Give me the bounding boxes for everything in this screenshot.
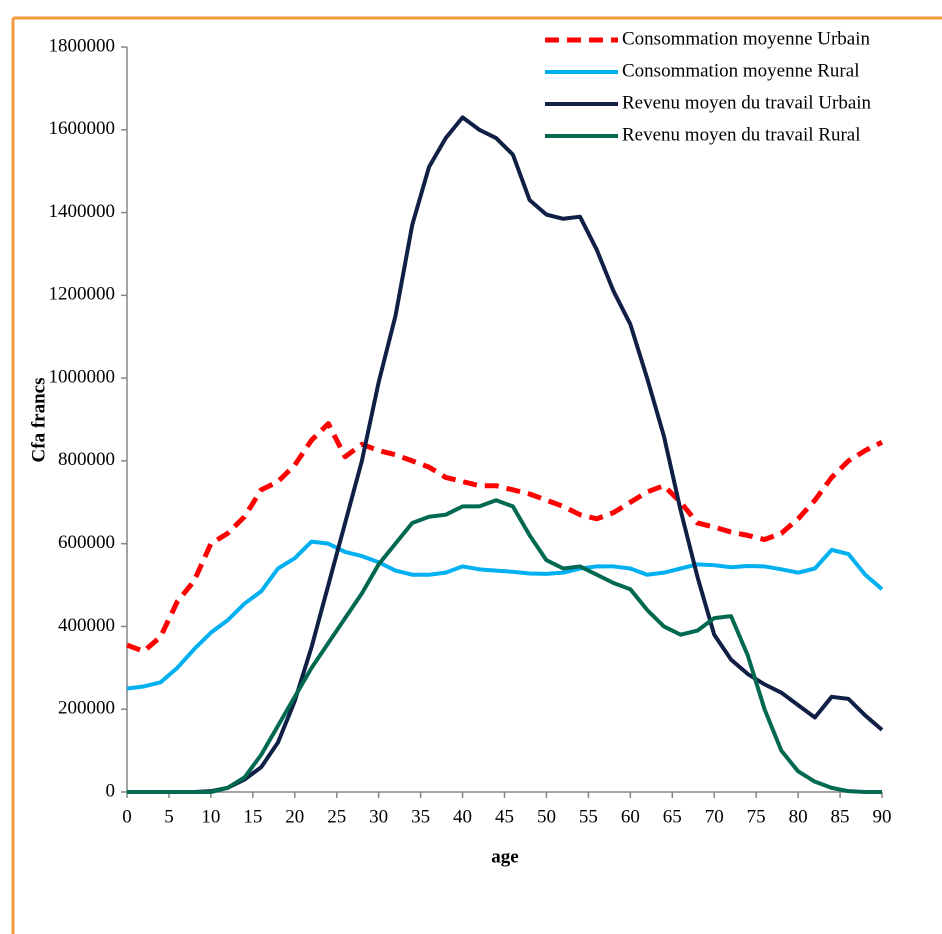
y-tick-label: 200000: [58, 698, 115, 719]
y-tick-label: 1800000: [49, 35, 116, 56]
y-tick-label: 1400000: [49, 201, 116, 222]
x-tick-label: 10: [201, 806, 220, 827]
x-tick-label: 85: [831, 806, 850, 827]
x-tick-label: 75: [747, 806, 766, 827]
series-line: [126, 421, 884, 654]
x-tick-label: 0: [122, 806, 132, 827]
y-tick-label: 600000: [58, 532, 115, 553]
series-line: [126, 539, 884, 691]
x-tick-label: 60: [621, 806, 640, 827]
legend-label: Revenu moyen du travail Rural: [622, 124, 861, 145]
x-tick-label: 30: [369, 806, 388, 827]
x-tick-label: 20: [285, 806, 304, 827]
x-tick-label: 5: [164, 806, 174, 827]
legend-label: Consommation moyenne Urbain: [622, 28, 871, 49]
x-tick-label: 35: [411, 806, 430, 827]
y-tick-label: 1000000: [49, 366, 116, 387]
y-tick-label: 1600000: [49, 118, 116, 139]
legend-label: Consommation moyenne Rural: [622, 60, 859, 81]
y-tick-label: 400000: [58, 615, 115, 636]
x-tick-label: 80: [789, 806, 808, 827]
y-tick-label: 1200000: [49, 284, 116, 305]
y-tick-label: 800000: [58, 449, 115, 470]
y-tick-label: 0: [106, 780, 116, 801]
x-tick-label: 45: [495, 806, 514, 827]
y-axis-label: Cfa francs: [28, 378, 49, 463]
series-line: [127, 115, 884, 794]
x-tick-label: 65: [663, 806, 682, 827]
x-tick-label: 15: [243, 806, 262, 827]
x-tick-label: 70: [705, 806, 724, 827]
x-tick-label: 40: [453, 806, 472, 827]
x-tick-label: 90: [873, 806, 892, 827]
x-axis-label: age: [491, 846, 518, 867]
series-line: [127, 498, 882, 794]
x-tick-label: 55: [579, 806, 598, 827]
legend-label: Revenu moyen du travail Urbain: [622, 92, 872, 113]
x-tick-label: 50: [537, 806, 556, 827]
x-tick-label: 25: [327, 806, 346, 827]
